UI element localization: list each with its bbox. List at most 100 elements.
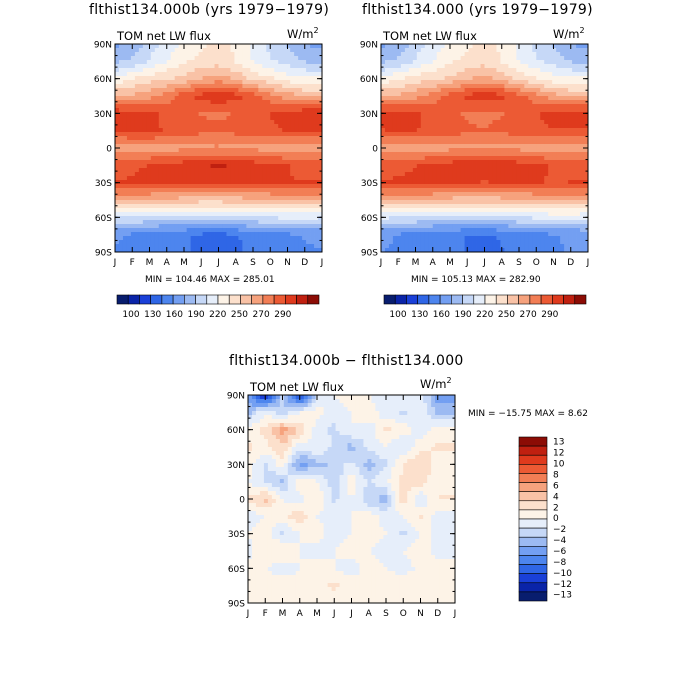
panel-1-heatmap-cell bbox=[190, 116, 196, 121]
panel-2-heatmap-cell bbox=[500, 84, 505, 89]
panel-2-heatmap-cell bbox=[400, 116, 406, 121]
panel-1-heatmap-cell bbox=[190, 80, 196, 85]
panel-1-heatmap-cell bbox=[294, 72, 299, 77]
panel-2-heatmap-cells bbox=[381, 44, 589, 253]
panel-1-heatmap-cell bbox=[174, 64, 180, 69]
panel-1-heatmap-cell bbox=[298, 44, 303, 49]
panel-2-heatmap-cell bbox=[508, 52, 513, 57]
panel-2-heatmap-cell bbox=[552, 112, 557, 117]
panel-2-heatmap-cell bbox=[548, 120, 553, 125]
panel-2-heatmap-cell bbox=[520, 112, 525, 117]
panel-1-heatmap-cell bbox=[214, 104, 219, 109]
panel-1-heatmap-cell bbox=[174, 68, 180, 73]
panel-1-heatmap-cell bbox=[234, 224, 239, 229]
panel-1-heatmap-cell bbox=[314, 144, 319, 149]
panel-2-heatmap-cell bbox=[520, 148, 525, 153]
panel-1-heatmap-cell bbox=[310, 144, 315, 149]
panel-2-heatmap-cell bbox=[384, 208, 390, 213]
panel-1-heatmap-cell bbox=[142, 152, 148, 157]
panel-1-heatmap-cell bbox=[242, 56, 247, 61]
panel-1-heatmap-cell bbox=[174, 112, 180, 117]
panel-1-heatmap-cell bbox=[146, 116, 152, 121]
panel-2-heatmap-cell bbox=[500, 200, 505, 205]
panel-1-heatmap-cell bbox=[254, 124, 259, 129]
panel-2-heatmap-cell bbox=[524, 152, 529, 157]
panel-1-heatmap-cell bbox=[278, 248, 283, 253]
panel-2-heatmap-cell bbox=[400, 88, 406, 93]
panel-2-heatmap-cell bbox=[468, 180, 473, 185]
panel-1-heatmap-cell bbox=[115, 136, 120, 141]
panel-1-heatmap-cell bbox=[298, 132, 303, 137]
panel-1-heatmap-cell bbox=[166, 136, 172, 141]
panel-1-heatmap-cell bbox=[150, 104, 156, 109]
panel-2-heatmap-cell bbox=[456, 184, 462, 189]
panel-2-heatmap-cell bbox=[464, 84, 469, 89]
panel-1-heatmap-cell bbox=[238, 128, 243, 133]
panel-2-heatmap-cell bbox=[560, 156, 565, 161]
panel-2-heatmap-cell bbox=[416, 124, 422, 129]
panel-2-heatmap-cell bbox=[580, 148, 585, 153]
panel-2-heatmap-cell bbox=[404, 96, 410, 101]
panel-1-heatmap-cell bbox=[142, 144, 148, 149]
panel-1-heatmap-cell bbox=[290, 164, 295, 169]
panel-2-heatmap-cell bbox=[408, 124, 414, 129]
panel-1-xtick-label: D bbox=[301, 258, 308, 268]
panel-1-heatmap-cell bbox=[234, 48, 239, 53]
panel-1-heatmap-cell bbox=[210, 92, 215, 97]
panel-1-heatmap-cell bbox=[270, 164, 275, 169]
panel-2-heatmap-cell bbox=[472, 164, 477, 169]
panel-1-heatmap-cell bbox=[174, 132, 180, 137]
panel-2-heatmap-cell bbox=[436, 172, 442, 177]
panel-1-heatmap-cell bbox=[122, 208, 128, 213]
panel-1-heatmap-cell bbox=[126, 132, 132, 137]
panel-1-heatmap-cell bbox=[266, 208, 271, 213]
panel-1-heatmap-cell bbox=[318, 148, 323, 153]
panel-1-heatmap-cell bbox=[178, 172, 184, 177]
panel-2-heatmap-cell bbox=[560, 164, 565, 169]
panel-2-heatmap-cell bbox=[516, 132, 521, 137]
panel-2-heatmap-cell bbox=[544, 164, 549, 169]
panel-2-heatmap-cell bbox=[480, 76, 485, 81]
panel-1-heatmap-cell bbox=[282, 76, 287, 81]
panel-2-heatmap-cell bbox=[472, 156, 477, 161]
panel-1-heatmap-cell bbox=[190, 88, 196, 93]
panel-2-heatmap-cell bbox=[544, 200, 549, 205]
panel-2-heatmap-cell bbox=[432, 180, 438, 185]
panel-2-heatmap-cell bbox=[544, 156, 549, 161]
panel-1-heatmap-cell bbox=[214, 120, 219, 125]
panel-1-heatmap-cell bbox=[174, 184, 180, 189]
panel-1-heatmap-cell bbox=[230, 176, 235, 181]
panel-2-heatmap-cell bbox=[500, 168, 505, 173]
panel-2-heatmap-cell bbox=[528, 136, 533, 141]
panel-2-heatmap-cell bbox=[448, 156, 454, 161]
panel-1-heatmap-cell bbox=[270, 148, 275, 153]
panel-1-heatmap-cell bbox=[302, 68, 307, 73]
panel-1-heatmap-cell bbox=[258, 108, 263, 113]
panel-2-heatmap-cell bbox=[544, 144, 549, 149]
panel-2-heatmap-cell bbox=[392, 92, 398, 97]
panel-2-heatmap-cell bbox=[508, 164, 513, 169]
panel-2-heatmap-cell bbox=[404, 68, 410, 73]
panel-1-heatmap-cell bbox=[194, 192, 199, 197]
panel-2-heatmap-cell bbox=[452, 112, 458, 117]
panel-1-heatmap-cell bbox=[166, 132, 172, 137]
panel-1-heatmap-cell bbox=[234, 72, 239, 77]
panel-1-heatmap-cell bbox=[178, 136, 184, 141]
panel-1-heatmap-cell bbox=[226, 44, 231, 49]
panel-1-heatmap-cell bbox=[278, 84, 283, 89]
panel-2-heatmap-cell bbox=[580, 124, 585, 129]
panel-1-heatmap-cell bbox=[234, 76, 239, 81]
panel-1-heatmap-cell bbox=[150, 244, 156, 249]
panel-2-heatmap-cell bbox=[412, 188, 418, 193]
panel-2-heatmap-cell bbox=[492, 76, 497, 81]
panel-1-heatmap-cell bbox=[258, 68, 263, 73]
panel-1-heatmap-cell bbox=[306, 188, 311, 193]
panel-2-heatmap-cell bbox=[568, 200, 573, 205]
panel-2-heatmap-cell bbox=[532, 156, 537, 161]
panel-1-heatmap-cell bbox=[290, 220, 295, 225]
panel-2-heatmap-cell bbox=[440, 116, 446, 121]
panel-1-heatmap-cell bbox=[142, 136, 148, 141]
panel-1-heatmap-cell bbox=[310, 244, 315, 249]
panel-1-heatmap-cell bbox=[298, 204, 303, 209]
panel-1-heatmap-cell bbox=[310, 124, 315, 129]
